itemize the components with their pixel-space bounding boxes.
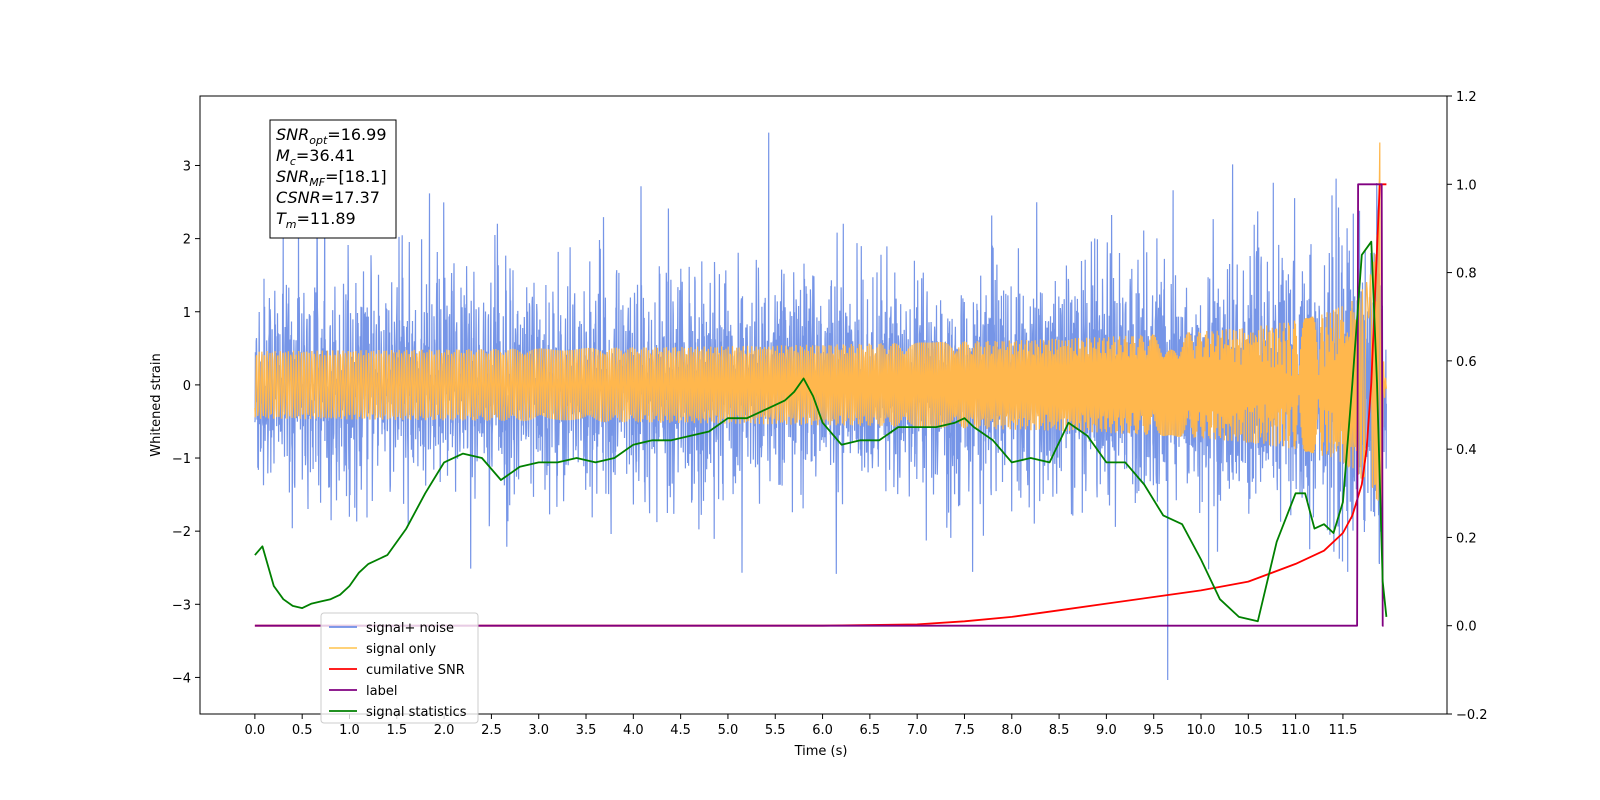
legend-frame bbox=[320, 612, 479, 724]
y-right-tick-label: 1.0 bbox=[1456, 178, 1477, 193]
annotation-line: CSNR=17.37 bbox=[276, 188, 380, 207]
x-tick-label: 10.0 bbox=[1187, 723, 1216, 738]
y-left-tick-label: −3 bbox=[172, 598, 191, 613]
annotation-subscript: c bbox=[290, 155, 296, 168]
y-right-tick-label: 1.2 bbox=[1456, 90, 1477, 105]
x-tick-label: 1.0 bbox=[339, 723, 360, 738]
x-tick-label: 3.0 bbox=[528, 723, 549, 738]
annotation-value: =[18.1] bbox=[325, 167, 387, 186]
legend: signal+ noise signal only cumilative SNR la… bbox=[320, 612, 479, 724]
x-tick-label: 8.5 bbox=[1049, 723, 1070, 738]
x-tick-label: 7.5 bbox=[954, 723, 975, 738]
y-left-tick-label: −2 bbox=[172, 525, 191, 540]
annotation-box: SNRopt=16.99Mc=36.41SNRMF=[18.1]CSNR=17.… bbox=[269, 119, 397, 239]
legend-label: signal+ noise bbox=[366, 621, 454, 636]
x-tick-label: 5.5 bbox=[765, 723, 786, 738]
x-tick-label: 11.5 bbox=[1328, 723, 1357, 738]
annotation-value: =16.99 bbox=[327, 125, 386, 144]
x-tick-label: 5.0 bbox=[718, 723, 739, 738]
legend-label: signal only bbox=[366, 642, 436, 657]
x-tick-label: 1.5 bbox=[386, 723, 407, 738]
x-tick-label: 7.0 bbox=[907, 723, 928, 738]
x-tick-label: 11.0 bbox=[1281, 723, 1310, 738]
legend-label: cumilative SNR bbox=[366, 663, 465, 678]
y-right-tick-label: 0.6 bbox=[1456, 355, 1477, 370]
y-right-tick-label: −0.2 bbox=[1456, 708, 1488, 723]
annotation-frame bbox=[269, 119, 397, 239]
series-label bbox=[254, 183, 1384, 627]
x-tick-label: 10.5 bbox=[1234, 723, 1263, 738]
annotation-line: SNRopt=16.99 bbox=[276, 125, 387, 147]
x-tick-label: 8.0 bbox=[1001, 723, 1022, 738]
x-tick-label: 6.5 bbox=[860, 723, 881, 738]
x-tick-label: 9.0 bbox=[1096, 723, 1117, 738]
series-cumulative-snr bbox=[254, 183, 1387, 627]
annotation-symbol: M bbox=[276, 146, 290, 165]
x-tick-label: 3.5 bbox=[576, 723, 597, 738]
annotation-value: =36.41 bbox=[296, 146, 355, 165]
y-axis-left: −4 −3 −2 −1 0 1 2 3 bbox=[172, 159, 200, 686]
x-tick-label: 2.5 bbox=[481, 723, 502, 738]
x-tick-label: 2.0 bbox=[434, 723, 455, 738]
annotation-symbol: SNR bbox=[276, 167, 309, 186]
annotation-subscript: m bbox=[286, 218, 297, 231]
x-tick-label: 0.0 bbox=[245, 723, 266, 738]
annotation-line: SNRMF=[18.1] bbox=[276, 167, 387, 189]
y-left-tick-label: −1 bbox=[172, 452, 191, 467]
y-left-tick-label: 0 bbox=[183, 379, 191, 394]
x-axis: 0.0 0.5 1.0 1.5 2.0 2.5 3.0 3.5 4.0 4.5 5.0 5.5 6.0 6… bbox=[245, 714, 1357, 738]
x-tick-label: 6.0 bbox=[812, 723, 833, 738]
y-left-tick-label: 3 bbox=[183, 159, 191, 174]
series-signal-statistics bbox=[254, 240, 1388, 623]
annotation-value: =11.89 bbox=[297, 209, 356, 228]
y-right-tick-label: 0.2 bbox=[1456, 531, 1477, 546]
legend-label: signal statistics bbox=[366, 705, 467, 720]
y-left-tick-label: −4 bbox=[172, 671, 191, 686]
annotation-line: Tm=11.89 bbox=[276, 209, 356, 231]
annotation-subscript: MF bbox=[309, 176, 325, 189]
y-axis-right: −0.2 0.0 0.2 0.4 0.6 0.8 1.0 1.2 bbox=[1447, 90, 1488, 723]
annotation-subscript: opt bbox=[309, 134, 328, 147]
y-left-tick-label: 1 bbox=[183, 306, 191, 321]
plot-area bbox=[199, 95, 1448, 715]
x-axis-title: Time (s) bbox=[794, 744, 848, 759]
x-tick-label: 0.5 bbox=[292, 723, 313, 738]
x-tick-label: 9.5 bbox=[1143, 723, 1164, 738]
y-left-tick-label: 2 bbox=[183, 233, 191, 248]
x-tick-label: 4.5 bbox=[670, 723, 691, 738]
y-right-tick-label: 0.8 bbox=[1456, 267, 1477, 282]
y-right-tick-label: 0.0 bbox=[1456, 620, 1477, 635]
y-right-tick-label: 0.4 bbox=[1456, 443, 1477, 458]
plot-frame bbox=[199, 95, 1448, 715]
annotation-value: =17.37 bbox=[321, 188, 380, 207]
annotation-line: Mc=36.41 bbox=[276, 146, 355, 168]
y-axis-left-title: Whitened strain bbox=[149, 353, 164, 456]
annotation-symbol: CSNR bbox=[276, 188, 321, 207]
x-tick-label: 4.0 bbox=[623, 723, 644, 738]
annotation-symbol: SNR bbox=[276, 125, 309, 144]
annotation-symbol: T bbox=[276, 209, 287, 228]
series-signal-only bbox=[254, 142, 1387, 521]
legend-label: label bbox=[366, 684, 397, 699]
series-layer bbox=[254, 132, 1388, 681]
